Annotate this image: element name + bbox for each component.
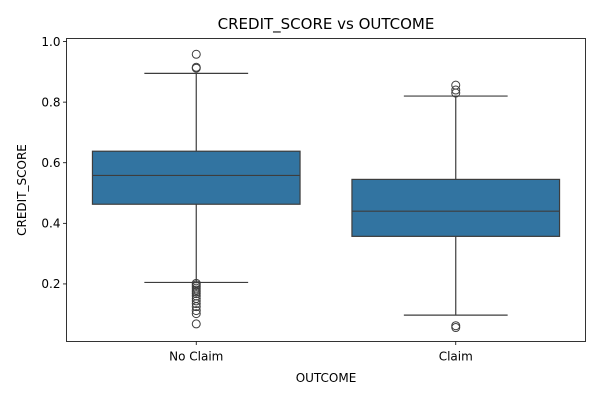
outlier-point: [191, 309, 201, 319]
plot-marks: [91, 49, 561, 333]
outlier-point: [191, 296, 201, 306]
outlier-point: [191, 302, 201, 312]
iqr-box: [351, 178, 561, 237]
outlier-point: [191, 299, 201, 309]
x-axis-label: OUTCOME: [296, 371, 357, 385]
outlier-point: [191, 289, 201, 299]
outlier-point: [451, 85, 461, 95]
outlier-point: [191, 306, 201, 316]
outlier-point: [191, 49, 201, 59]
outlier-point: [451, 323, 461, 333]
y-tick-label: 0.6: [41, 156, 60, 170]
chart-title: CREDIT_SCORE vs OUTCOME: [218, 15, 435, 34]
y-tick-label: 0.4: [41, 217, 60, 231]
outlier-point: [191, 319, 201, 329]
outlier-point: [191, 63, 201, 73]
box-group-claim: [351, 80, 561, 333]
x-tick-label: No Claim: [169, 350, 223, 364]
y-axis-label: CREDIT_SCORE: [15, 144, 29, 236]
y-tick-label: 1.0: [41, 35, 60, 49]
y-tick-label: 0.8: [41, 95, 60, 109]
y-axis-ticks: 0.2 0.4 0.6 0.8 1.0: [41, 35, 67, 291]
x-axis-ticks: No Claim Claim: [169, 341, 473, 364]
y-tick-label: 0.2: [41, 277, 60, 291]
plot-frame: [66, 38, 586, 342]
iqr-box: [91, 150, 301, 205]
box-group-no-claim: [91, 49, 301, 329]
x-tick-label: Claim: [439, 350, 473, 364]
outlier-point: [451, 88, 461, 98]
